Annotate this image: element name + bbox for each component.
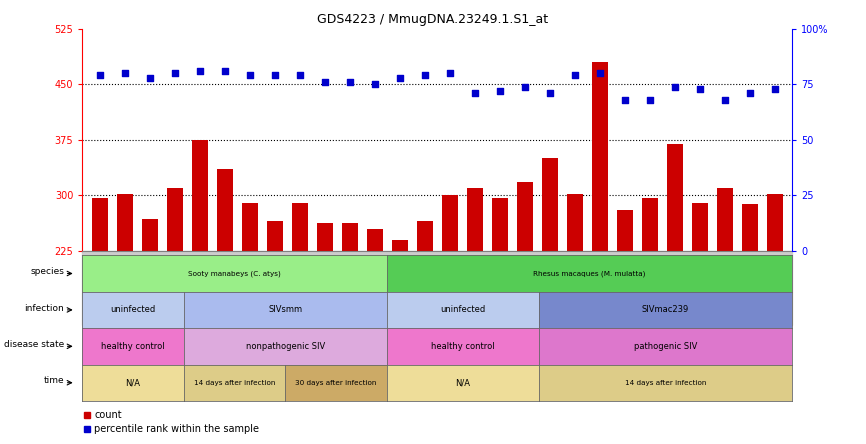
- Point: [768, 85, 782, 92]
- Text: healthy control: healthy control: [431, 342, 494, 351]
- Bar: [617, 210, 633, 251]
- Text: pathogenic SIV: pathogenic SIV: [634, 342, 697, 351]
- Bar: [492, 198, 508, 251]
- Point: [268, 72, 281, 79]
- Bar: [267, 221, 283, 251]
- Bar: [566, 194, 583, 251]
- Bar: [591, 62, 608, 251]
- Bar: [82, 251, 792, 325]
- Text: infection: infection: [24, 304, 64, 313]
- Point: [418, 72, 432, 79]
- Point: [242, 72, 256, 79]
- Bar: [242, 203, 258, 251]
- Point: [618, 96, 632, 103]
- Text: percentile rank within the sample: percentile rank within the sample: [94, 424, 260, 434]
- Point: [343, 79, 357, 86]
- Text: count: count: [94, 410, 122, 420]
- Text: GDS4223 / MmugDNA.23249.1.S1_at: GDS4223 / MmugDNA.23249.1.S1_at: [318, 13, 548, 26]
- Text: time: time: [43, 377, 64, 385]
- Bar: [517, 182, 533, 251]
- Point: [518, 83, 532, 90]
- Bar: [642, 198, 658, 251]
- Text: Rhesus macaques (M. mulatta): Rhesus macaques (M. mulatta): [533, 270, 646, 277]
- Point: [568, 72, 582, 79]
- Bar: [292, 203, 308, 251]
- Bar: [717, 188, 733, 251]
- Point: [743, 90, 757, 97]
- Bar: [117, 194, 132, 251]
- Point: [693, 85, 707, 92]
- Bar: [92, 198, 108, 251]
- Bar: [417, 221, 433, 251]
- Bar: [166, 188, 183, 251]
- Point: [443, 70, 456, 77]
- Bar: [467, 188, 483, 251]
- Point: [668, 83, 682, 90]
- Text: uninfected: uninfected: [440, 305, 485, 314]
- Text: N/A: N/A: [126, 378, 140, 387]
- Bar: [766, 194, 783, 251]
- Text: Sooty manabeys (C. atys): Sooty manabeys (C. atys): [188, 270, 281, 277]
- Text: SIVmac239: SIVmac239: [642, 305, 689, 314]
- Bar: [391, 240, 408, 251]
- Bar: [317, 223, 333, 251]
- Text: disease state: disease state: [3, 340, 64, 349]
- Point: [193, 67, 207, 75]
- Bar: [742, 204, 758, 251]
- Text: uninfected: uninfected: [110, 305, 156, 314]
- Point: [718, 96, 732, 103]
- Text: species: species: [30, 267, 64, 276]
- Point: [118, 70, 132, 77]
- Bar: [667, 143, 683, 251]
- Point: [593, 70, 607, 77]
- Bar: [692, 203, 708, 251]
- Bar: [442, 195, 458, 251]
- Point: [543, 90, 557, 97]
- Bar: [366, 229, 383, 251]
- Point: [218, 67, 232, 75]
- Bar: [191, 140, 208, 251]
- Point: [143, 74, 157, 81]
- Text: 30 days after infection: 30 days after infection: [295, 380, 377, 386]
- Point: [168, 70, 182, 77]
- Point: [368, 81, 382, 88]
- Point: [318, 79, 332, 86]
- Point: [493, 87, 507, 95]
- Point: [393, 74, 407, 81]
- Text: 14 days after infection: 14 days after infection: [194, 380, 275, 386]
- Text: SIVsmm: SIVsmm: [268, 305, 302, 314]
- Bar: [542, 159, 558, 251]
- Bar: [342, 223, 358, 251]
- Text: N/A: N/A: [456, 378, 470, 387]
- Point: [468, 90, 481, 97]
- Point: [93, 72, 107, 79]
- Bar: [216, 170, 233, 251]
- Text: nonpathogenic SIV: nonpathogenic SIV: [246, 342, 325, 351]
- Bar: [142, 219, 158, 251]
- Text: 14 days after infection: 14 days after infection: [625, 380, 707, 386]
- Point: [293, 72, 307, 79]
- Point: [643, 96, 656, 103]
- Text: healthy control: healthy control: [101, 342, 165, 351]
